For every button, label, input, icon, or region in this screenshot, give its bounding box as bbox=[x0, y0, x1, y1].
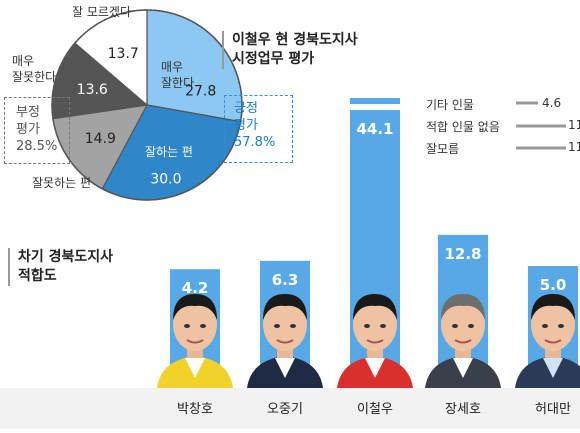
negative-group-value: 28.5% bbox=[16, 139, 58, 154]
positive-group-label: 긍정 평가 57.8% bbox=[234, 100, 275, 151]
positive-group-label-line1: 긍정 bbox=[234, 101, 258, 116]
pie-outline bbox=[51, 9, 243, 201]
negative-group-label: 부정 평가 28.5% bbox=[16, 104, 57, 155]
label-very-good: 매우 잘한다 bbox=[161, 59, 194, 91]
bar-title-line1: 차기 경북도지사 bbox=[18, 249, 114, 265]
legend-dontknow-value: 11 bbox=[568, 140, 580, 154]
pie-value-label: 27.8 bbox=[185, 83, 216, 99]
bar-value-label: 12.8 bbox=[444, 245, 481, 263]
bar-value-label: 4.2 bbox=[182, 279, 209, 297]
label-bad: 잘못하는 편 bbox=[32, 176, 92, 190]
bar-top-marker bbox=[350, 98, 400, 104]
pie-title-line2: 시정업무 평가 bbox=[232, 51, 315, 67]
label-good: 잘하는 편 bbox=[145, 145, 193, 159]
legend-dontknow-label: 잘모름 bbox=[426, 142, 460, 156]
legend-other-value: 4.6 bbox=[542, 96, 562, 110]
legend-none-value: 11 bbox=[568, 118, 580, 132]
pie-value-label: 30.0 bbox=[150, 171, 181, 187]
label-very-bad-line1: 매우 bbox=[12, 54, 35, 68]
pie-value-label: 13.6 bbox=[77, 82, 108, 98]
label-very-good-line2: 잘한다 bbox=[161, 76, 195, 90]
bar-value-label: 5.0 bbox=[540, 276, 567, 294]
bar-value-label: 44.1 bbox=[356, 120, 393, 138]
label-dont-know: 잘 모르겠다 bbox=[72, 5, 132, 19]
pie-value-label: 13.7 bbox=[108, 46, 139, 62]
candidate-portrait-5 bbox=[511, 282, 580, 392]
positive-group-value: 57.8% bbox=[234, 135, 276, 150]
pie-title: 이철우 현 경북도지사 시정업무 평가 bbox=[222, 31, 358, 69]
legend-other-label: 기타 인물 bbox=[426, 98, 474, 112]
label-very-bad-line2: 잘못한다 bbox=[12, 70, 57, 84]
bar-value-label: 6.3 bbox=[272, 271, 299, 289]
legend-none-label: 적합 인물 없음 bbox=[426, 120, 500, 134]
bar-title-line2: 적합도 bbox=[18, 268, 57, 284]
negative-group-label-line2: 평가 bbox=[16, 122, 40, 137]
negative-group-label-line1: 부정 bbox=[16, 105, 40, 120]
candidate-portrait-3 bbox=[333, 282, 417, 392]
candidate-name-1: 박창호 bbox=[177, 402, 213, 417]
candidate-name-4: 장세호 bbox=[445, 402, 481, 417]
pie-title-line1: 이철우 현 경북도지사 bbox=[232, 32, 358, 48]
label-very-good-line1: 매우 bbox=[161, 60, 184, 74]
candidate-portrait-1 bbox=[153, 282, 237, 392]
pie-value-label: 14.9 bbox=[85, 131, 116, 147]
candidate-portrait-2 bbox=[243, 282, 327, 392]
candidate-name-3: 이철우 bbox=[357, 402, 393, 417]
name-bar bbox=[0, 388, 580, 429]
negative-group-box bbox=[4, 97, 70, 164]
candidate-portrait-4 bbox=[421, 282, 505, 392]
candidate-name-5: 허대만 bbox=[535, 402, 571, 417]
label-very-bad: 매우 잘못한다 bbox=[12, 53, 56, 85]
positive-group-label-line2: 평가 bbox=[234, 118, 258, 133]
positive-group-box bbox=[224, 95, 293, 163]
bar-title: 차기 경북도지사 적합도 bbox=[8, 248, 113, 286]
candidate-name-2: 오중기 bbox=[267, 402, 303, 417]
